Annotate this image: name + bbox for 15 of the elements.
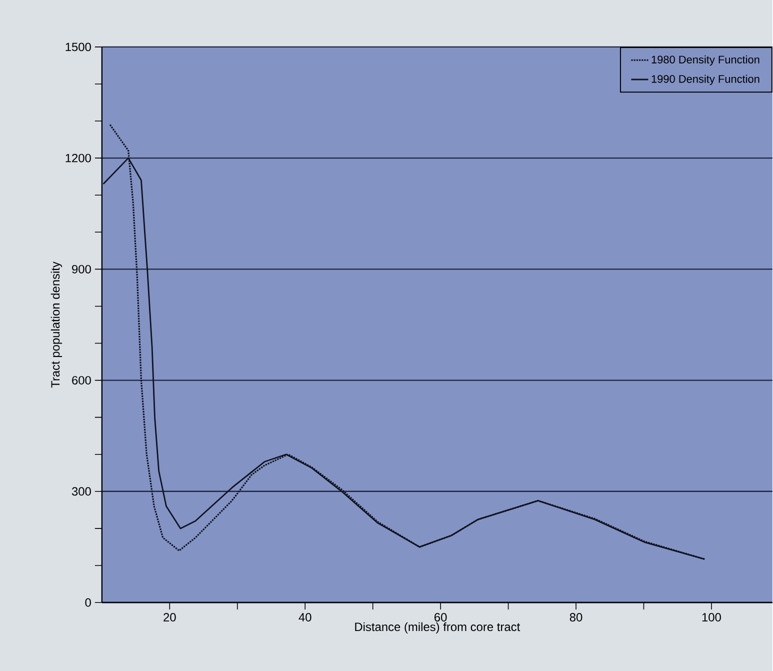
x-axis-title: Distance (miles) from core tract (355, 622, 520, 634)
y-tick-label: 1200 (66, 154, 91, 162)
x-tick-label: 60 (434, 612, 447, 622)
legend-label: 1990 Density Function (652, 74, 760, 85)
x-tick-label: 20 (164, 612, 176, 622)
y-tick-label: 300 (72, 486, 91, 496)
x-tick-label: 40 (298, 612, 312, 622)
x-tick-label: 100 (702, 612, 721, 622)
x-tick-label: 80 (570, 612, 582, 622)
legend-label: 1980 Density Function (652, 55, 760, 66)
y-axis-title: Tract population density (50, 261, 62, 388)
y-tick-label: 900 (72, 264, 91, 274)
y-tick-label: 0 (85, 598, 91, 607)
y-tick-label: 1500 (66, 42, 91, 51)
y-tick-label: 600 (72, 376, 91, 384)
